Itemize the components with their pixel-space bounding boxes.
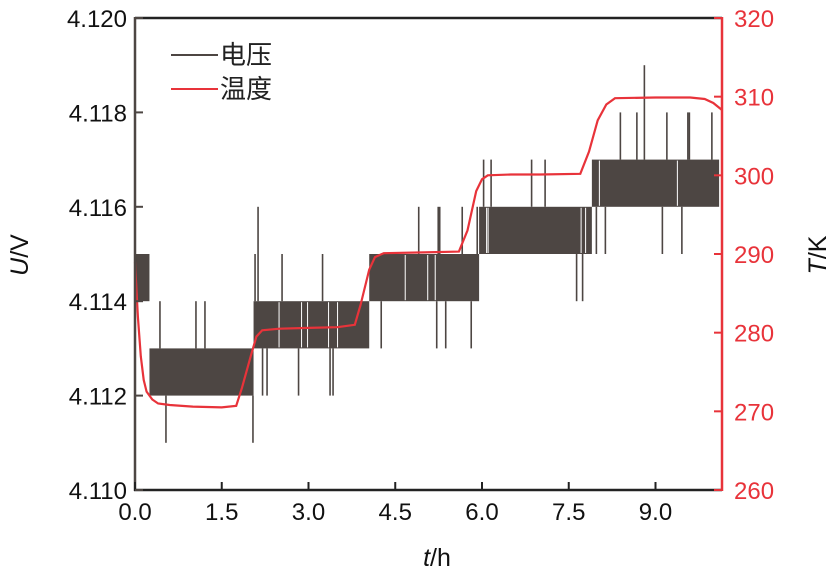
left-y-tick-label: 4.116 xyxy=(69,195,127,222)
x-tick-label: 1.5 xyxy=(205,499,238,526)
right-y-axis-label: T/K xyxy=(804,235,832,274)
temperature-series-line xyxy=(133,96,723,409)
right-y-tick-label: 300 xyxy=(734,163,774,190)
x-axis-label-var: t xyxy=(423,544,431,572)
voltage-band xyxy=(135,254,150,302)
voltage-band xyxy=(369,254,480,302)
voltage-band xyxy=(591,159,720,207)
right-y-tick-label: 290 xyxy=(734,242,774,269)
left-y-tick-label: 4.120 xyxy=(67,6,127,33)
left-y-tick-label: 4.118 xyxy=(69,100,127,127)
legend-voltage-label: 电压 xyxy=(220,41,272,71)
left-y-axis-label-var: U xyxy=(6,257,34,276)
x-axis-label: t/h xyxy=(423,544,451,572)
x-tick-label: 7.5 xyxy=(552,499,585,526)
x-tick-label: 4.5 xyxy=(379,499,412,526)
voltage-band xyxy=(149,348,254,396)
legend: 电压 温度 xyxy=(171,41,272,105)
left-y-axis-label: U/V xyxy=(6,234,34,276)
x-tick-label: 3.0 xyxy=(292,499,325,526)
right-y-axis-label-var: T xyxy=(804,257,832,274)
left-y-axis-label-unit: /V xyxy=(6,234,34,258)
x-tick-label: 6.0 xyxy=(465,499,498,526)
legend-temperature-label: 温度 xyxy=(220,75,272,105)
right-y-tick-label: 310 xyxy=(734,85,774,112)
ticks: 0.0 1.5 3.0 4.5 6.0 7.5 9.0 4.110 4.112 4.114 4.11… xyxy=(67,6,774,526)
voltage-series xyxy=(134,65,720,443)
right-y-tick-label: 320 xyxy=(734,6,774,33)
voltage-band xyxy=(479,206,592,254)
left-y-tick-label: 4.112 xyxy=(69,384,127,411)
x-axis-label-unit: /h xyxy=(430,544,451,572)
left-y-tick-label: 4.114 xyxy=(69,289,127,316)
right-y-tick-label: 270 xyxy=(734,399,774,426)
right-y-tick-label: 260 xyxy=(734,478,774,505)
left-y-tick-label: 4.110 xyxy=(69,478,127,505)
right-y-tick-label: 280 xyxy=(734,321,774,348)
right-y-axis-label-unit: /K xyxy=(804,235,832,259)
x-tick-label: 9.0 xyxy=(639,499,672,526)
x-tick-label: 0.0 xyxy=(118,499,151,526)
